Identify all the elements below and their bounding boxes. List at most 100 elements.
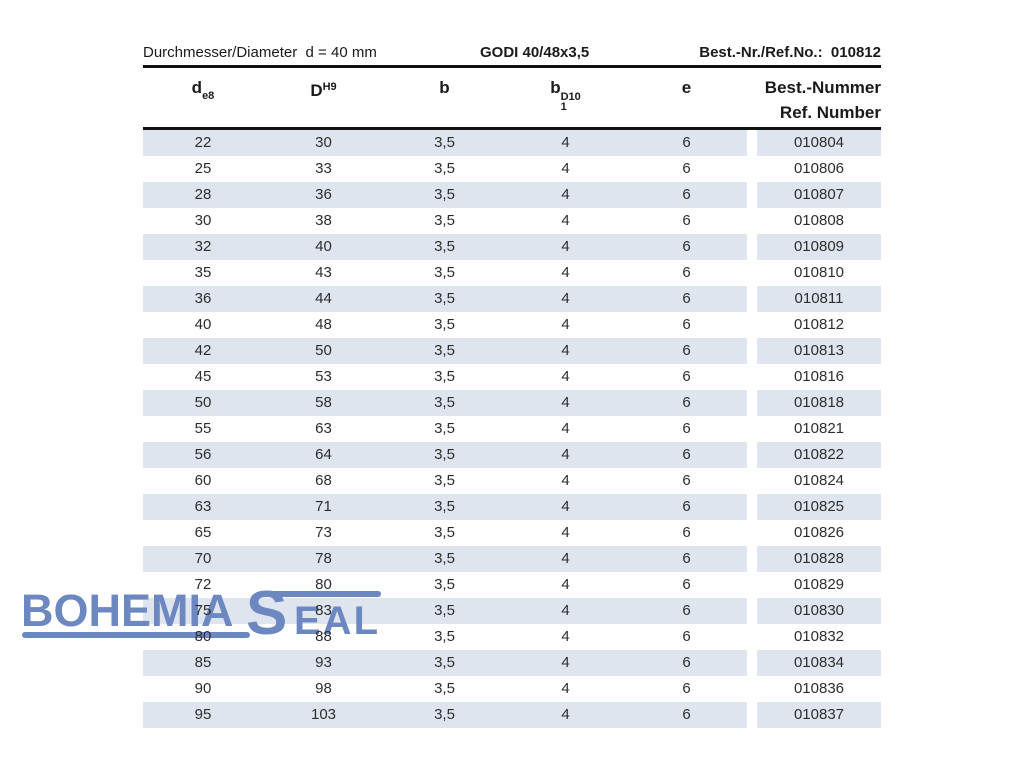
cell-e: 6 xyxy=(626,182,747,208)
table-row: 85 93 3,5 4 6 010834 xyxy=(143,650,881,676)
cell-D: 38 xyxy=(315,212,332,229)
cell-D: 44 xyxy=(263,286,384,312)
cell-ref-number: 010832 xyxy=(747,624,881,650)
cell-D: 98 xyxy=(315,680,332,697)
cell-b: 3,5 xyxy=(384,442,505,468)
cell-d: 80 xyxy=(194,628,212,645)
cell-b: 3,5 xyxy=(434,264,455,281)
table-row: 40 48 3,5 4 6 010812 xyxy=(143,312,881,338)
logo-underline-swoosh xyxy=(22,632,250,638)
diameter-label: Durchmesser/Diameter d = 40 mm xyxy=(143,44,377,61)
cell-b1: 4 xyxy=(561,160,570,177)
cell-d: 56 xyxy=(143,442,263,468)
cell-ref-number: 010822 xyxy=(747,442,881,468)
cell-ref-number: 010811 xyxy=(747,286,881,312)
cell-b: 3,5 xyxy=(384,234,505,260)
cell-b1: 4 xyxy=(505,442,626,468)
cell-b1: 4 xyxy=(505,650,626,676)
cell-e: 6 xyxy=(682,160,691,177)
cell-b1: 4 xyxy=(561,576,570,593)
cell-ref-number: 010821 xyxy=(747,416,881,442)
table-row: 95 103 3,5 4 6 010837 xyxy=(143,702,881,728)
cell-e: 6 xyxy=(626,130,747,156)
cell-d: 75 xyxy=(143,598,263,624)
cell-e: 6 xyxy=(626,650,747,676)
cell-e: 6 xyxy=(682,628,691,645)
logo-wrap: BOHEMIA S EAL xyxy=(13,583,393,650)
top-info-bar: Durchmesser/Diameter d = 40 mm GODI 40/4… xyxy=(143,44,881,64)
cell-e: 6 xyxy=(682,576,691,593)
cell-ref-number: 010809 xyxy=(747,234,881,260)
cell-b: 3,5 xyxy=(384,702,505,728)
cell-b1: 4 xyxy=(505,390,626,416)
cell-D: 83 xyxy=(263,598,384,624)
table-row: 90 98 3,5 4 6 010836 xyxy=(143,676,881,702)
cell-e: 6 xyxy=(682,472,691,489)
cell-d: 60 xyxy=(194,472,212,489)
cell-d: 95 xyxy=(143,702,263,728)
cell-D: 48 xyxy=(315,316,332,333)
cell-d: 90 xyxy=(194,680,212,697)
column-header-b1: b D10 1 xyxy=(550,78,581,113)
cell-ref-number: 010813 xyxy=(747,338,881,364)
cell-D: 50 xyxy=(263,338,384,364)
cell-ref-number: 010818 xyxy=(747,390,881,416)
cell-b: 3,5 xyxy=(434,420,455,437)
cell-D: 40 xyxy=(263,234,384,260)
cell-e: 6 xyxy=(682,368,691,385)
cell-b1: 4 xyxy=(561,212,570,229)
column-header-e: e xyxy=(681,78,692,97)
cell-b: 3,5 xyxy=(384,390,505,416)
cell-D: 33 xyxy=(315,160,332,177)
cell-b1: 4 xyxy=(561,420,570,437)
cell-D: 64 xyxy=(263,442,384,468)
cell-b1: 4 xyxy=(505,234,626,260)
cell-d: 42 xyxy=(143,338,263,364)
column-header-ref-number: Best.-Nummer Ref. Number xyxy=(764,78,881,122)
cell-b: 3,5 xyxy=(434,576,455,593)
cell-b1: 4 xyxy=(561,316,570,333)
cell-D: 80 xyxy=(315,576,332,593)
product-name-label: GODI 40/48x3,5 xyxy=(480,44,590,61)
cell-b1: 4 xyxy=(561,524,570,541)
cell-d: 22 xyxy=(143,130,263,156)
cell-b: 3,5 xyxy=(384,130,505,156)
bohemia-seal-logo: BOHEMIA S EAL xyxy=(0,0,400,645)
cell-b1: 4 xyxy=(561,680,570,697)
cell-b: 3,5 xyxy=(434,212,455,229)
table-row: 25 33 3,5 4 6 010806 xyxy=(143,156,881,182)
cell-D: 71 xyxy=(263,494,384,520)
cell-e: 6 xyxy=(682,212,691,229)
table-row: 80 88 3,5 4 6 010832 xyxy=(143,624,881,650)
cell-b1: 4 xyxy=(561,472,570,489)
table-row: 75 83 3,5 4 6 010830 xyxy=(143,598,881,624)
cell-b: 3,5 xyxy=(384,650,505,676)
cell-e: 6 xyxy=(626,598,747,624)
header-divider-rule xyxy=(143,127,881,130)
cell-D: 93 xyxy=(263,650,384,676)
cell-D: 73 xyxy=(315,524,332,541)
cell-ref-number: 010806 xyxy=(747,156,881,182)
table-row: 65 73 3,5 4 6 010826 xyxy=(143,520,881,546)
cell-D: 36 xyxy=(263,182,384,208)
table-row: 35 43 3,5 4 6 010810 xyxy=(143,260,881,286)
cell-ref-number: 010812 xyxy=(747,312,881,338)
cell-D: 58 xyxy=(263,390,384,416)
cell-ref-number: 010837 xyxy=(747,702,881,728)
cell-b: 3,5 xyxy=(384,182,505,208)
cell-ref-number: 010828 xyxy=(747,546,881,572)
cell-d: 70 xyxy=(143,546,263,572)
cell-D: 78 xyxy=(263,546,384,572)
cell-d: 25 xyxy=(194,160,212,177)
cell-ref-number: 010830 xyxy=(747,598,881,624)
cell-b: 3,5 xyxy=(384,494,505,520)
cell-e: 6 xyxy=(682,680,691,697)
cell-b1: 4 xyxy=(505,338,626,364)
cell-ref-number: 010810 xyxy=(747,260,881,286)
table-row: 56 64 3,5 4 6 010822 xyxy=(143,442,881,468)
cell-b: 3,5 xyxy=(434,680,455,697)
cell-d: 32 xyxy=(143,234,263,260)
cell-d: 72 xyxy=(194,576,212,593)
logo-word-bohemia: BOHEMIA xyxy=(21,585,234,636)
cell-b: 3,5 xyxy=(384,546,505,572)
